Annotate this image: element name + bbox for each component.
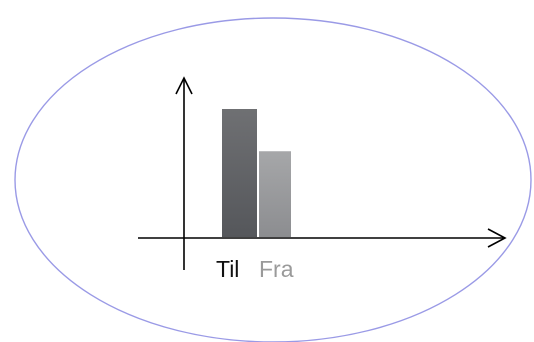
- label-til: Til: [216, 256, 239, 282]
- bar-group: [222, 109, 291, 237]
- x-axis-arrowhead: [487, 228, 507, 248]
- y-axis: [175, 76, 193, 270]
- outer-ellipse: [14, 17, 532, 342]
- y-axis-arrowhead: [175, 76, 193, 95]
- bar-fra: [259, 151, 291, 237]
- bar-til: [222, 109, 257, 237]
- x-axis: [138, 228, 507, 248]
- label-fra: Fra: [259, 256, 294, 282]
